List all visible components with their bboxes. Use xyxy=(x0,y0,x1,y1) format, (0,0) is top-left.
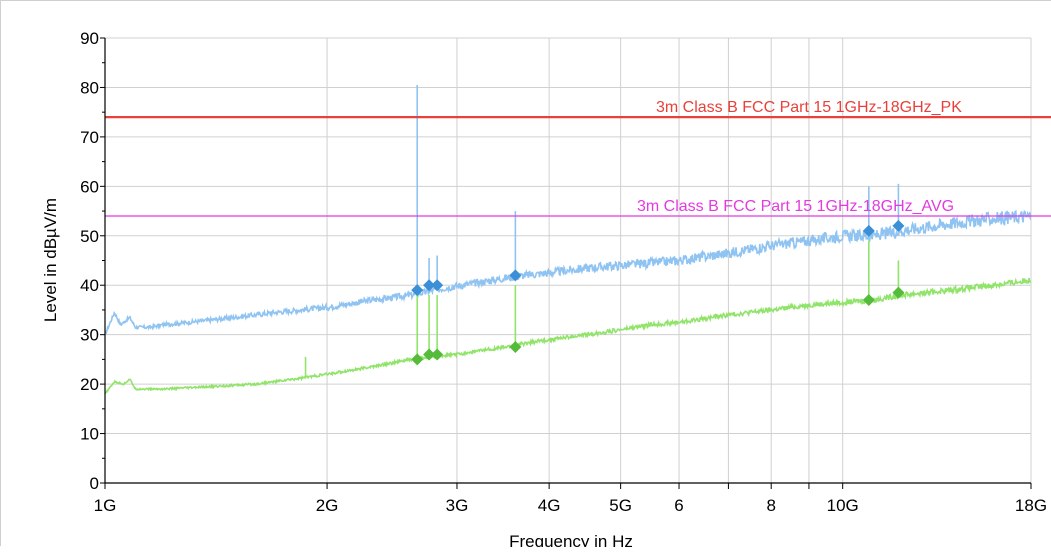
y-tick-label: 70 xyxy=(80,128,99,147)
peak-marker xyxy=(411,284,424,297)
limit-line-label: 3m Class B FCC Part 15 1GHz-18GHz_PK xyxy=(656,99,962,116)
peak-marker xyxy=(423,348,436,361)
x-tick-label: 4G xyxy=(538,496,561,515)
x-tick-label: 5G xyxy=(609,496,632,515)
y-tick-label: 10 xyxy=(80,425,99,444)
y-tick-label: 30 xyxy=(80,326,99,345)
peak-marker xyxy=(862,224,875,237)
y-tick-label: 90 xyxy=(80,29,99,48)
limit-line-label: 3m Class B FCC Part 15 1GHz-18GHz_AVG xyxy=(637,198,954,215)
peak-marker xyxy=(892,286,905,299)
y-tick-label: 0 xyxy=(90,474,99,493)
axes xyxy=(100,37,1032,489)
peak-marker xyxy=(892,219,905,232)
plot-background xyxy=(105,38,1031,483)
y-axis-title: Level in dBµV/m xyxy=(41,198,60,322)
marker-layer xyxy=(411,219,905,366)
x-tick-label: 6 xyxy=(674,496,683,515)
peak-marker xyxy=(509,341,522,354)
peak-marker xyxy=(431,348,444,361)
y-tick-label: 40 xyxy=(80,276,99,295)
y-tick-label: 80 xyxy=(80,78,99,97)
x-tick-label: 3G xyxy=(446,496,469,515)
peak-marker xyxy=(423,279,436,292)
x-tick-label: 1G xyxy=(94,496,117,515)
y-tick-label: 50 xyxy=(80,227,99,246)
peak-marker xyxy=(431,279,444,292)
x-tick-label: 2G xyxy=(316,496,339,515)
limit-line-layer: 3m Class B FCC Part 15 1GHz-18GHz_PK 3m C… xyxy=(105,99,1051,217)
tick-label-layer: 0 10 20 30 40 50 60 70 80 90 1G 2G 3G 4G 5G 6 8 10G 18G xyxy=(80,29,1047,515)
y-tick-label: 60 xyxy=(80,177,99,196)
x-tick-label: 18G xyxy=(1015,496,1047,515)
trace-line xyxy=(105,277,1031,395)
peak-marker xyxy=(862,294,875,307)
peak-marker xyxy=(411,353,424,366)
x-axis-title: Frequency in Hz xyxy=(509,532,633,547)
trace-line xyxy=(105,209,1031,335)
trace-layer xyxy=(105,84,1031,395)
x-tick-label: 8 xyxy=(766,496,775,515)
y-tick-label: 20 xyxy=(80,375,99,394)
x-tick-label: 10G xyxy=(827,496,859,515)
peak-marker xyxy=(509,269,522,282)
